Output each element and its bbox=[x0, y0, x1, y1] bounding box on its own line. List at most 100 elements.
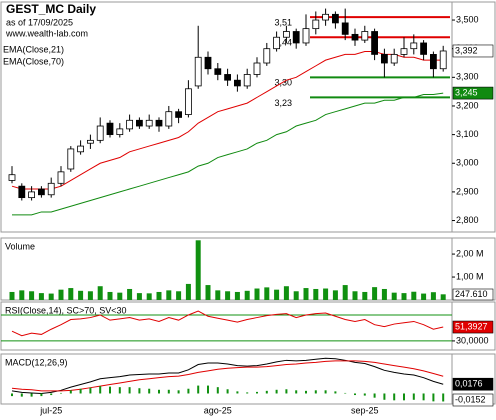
y-tick-label: 2,800 bbox=[456, 215, 479, 225]
candle-body bbox=[253, 62, 261, 75]
volume-bar bbox=[225, 291, 231, 300]
value-label: 51,3927 bbox=[455, 321, 488, 331]
histogram-bar bbox=[285, 389, 288, 394]
axis-frame bbox=[451, 301, 496, 351]
candle-body bbox=[322, 13, 330, 21]
candle-body bbox=[184, 88, 192, 115]
histogram-bar bbox=[148, 388, 151, 394]
x-tick-label: jul-25 bbox=[39, 405, 62, 415]
volume-bar bbox=[421, 293, 427, 300]
histogram-bar bbox=[20, 393, 23, 397]
candle-body bbox=[214, 68, 222, 75]
volume-bar bbox=[342, 285, 348, 300]
histogram-bar bbox=[246, 392, 249, 394]
candle-body bbox=[87, 139, 94, 144]
candle-body bbox=[341, 22, 349, 35]
histogram-bar bbox=[305, 390, 307, 394]
y-tick-label: 3,500 bbox=[456, 14, 479, 24]
volume-bar bbox=[136, 293, 142, 300]
volume-bar bbox=[58, 289, 64, 300]
candle-body bbox=[116, 128, 124, 136]
volume-bar bbox=[38, 293, 44, 300]
volume-bar bbox=[401, 293, 407, 300]
histogram-bar bbox=[256, 391, 258, 394]
x-tick-label: sep-25 bbox=[351, 405, 379, 415]
volume-bar bbox=[303, 288, 309, 300]
y-tick-label: 3,200 bbox=[456, 100, 479, 110]
candle-body bbox=[18, 185, 26, 199]
histogram-bar bbox=[442, 393, 445, 402]
legend-label: EMA(Close,21) bbox=[3, 44, 64, 54]
y-tick-label: 30,0000 bbox=[456, 335, 489, 345]
axis-frame bbox=[451, 1, 496, 233]
volume-bar bbox=[381, 288, 387, 300]
candle-body bbox=[302, 28, 310, 44]
volume-bar bbox=[29, 291, 35, 300]
candle-body bbox=[292, 31, 300, 44]
y-tick-label: 2,900 bbox=[456, 186, 479, 196]
x-tick-label: ago-25 bbox=[204, 405, 232, 415]
histogram-bar bbox=[11, 393, 13, 397]
candle-body bbox=[155, 119, 163, 127]
candle-body bbox=[38, 188, 45, 196]
volume-bar bbox=[215, 290, 221, 300]
volume-bar bbox=[332, 290, 338, 300]
candle-body bbox=[194, 56, 202, 87]
candle-body bbox=[282, 31, 290, 38]
volume-bar bbox=[185, 283, 191, 300]
histogram-bar bbox=[354, 393, 356, 396]
value-label: 3,392 bbox=[455, 45, 478, 55]
volume-bar bbox=[78, 290, 84, 300]
histogram-bar bbox=[89, 387, 92, 394]
candle-body bbox=[380, 54, 388, 64]
candle-body bbox=[77, 145, 84, 153]
candle-body bbox=[233, 79, 241, 87]
y-tick-label: 3,100 bbox=[456, 129, 479, 139]
candle-body bbox=[243, 74, 251, 87]
line bbox=[11, 360, 444, 392]
candle-body bbox=[429, 54, 437, 70]
candle-body bbox=[410, 42, 418, 50]
volume-bar bbox=[293, 291, 299, 300]
level-label: 3,23 bbox=[274, 98, 292, 108]
candle-body bbox=[57, 171, 65, 184]
candle-body bbox=[331, 13, 339, 24]
line bbox=[12, 92, 444, 216]
histogram-bar bbox=[383, 393, 386, 400]
volume-bar bbox=[323, 288, 329, 300]
volume-bar bbox=[411, 291, 417, 300]
volume-bar bbox=[372, 287, 378, 300]
candle-body bbox=[135, 119, 143, 127]
histogram-bar bbox=[275, 389, 278, 394]
histogram-bar bbox=[158, 389, 160, 394]
candle-body bbox=[312, 19, 320, 30]
histogram-bar bbox=[128, 387, 131, 394]
volume-bar bbox=[234, 291, 240, 300]
histogram-bar bbox=[177, 390, 180, 394]
volume-bar bbox=[362, 291, 368, 300]
level-label: 3,30 bbox=[274, 78, 292, 88]
histogram-bar bbox=[412, 393, 415, 400]
histogram-bar bbox=[324, 390, 327, 394]
candle-body bbox=[126, 119, 133, 130]
candle-body bbox=[224, 74, 232, 81]
panel-title: MACD(12,26,9) bbox=[5, 357, 68, 367]
volume-bar bbox=[195, 240, 201, 300]
y-tick-label: 3,300 bbox=[456, 72, 479, 82]
volume-bar bbox=[244, 290, 250, 300]
histogram-bar bbox=[79, 388, 82, 394]
volume-bar bbox=[274, 289, 280, 300]
histogram-bar bbox=[99, 386, 102, 394]
candle-body bbox=[106, 122, 114, 136]
value-marker bbox=[452, 288, 494, 301]
histogram-bar bbox=[30, 393, 33, 397]
volume-bar bbox=[176, 291, 182, 300]
volume-bar bbox=[127, 288, 133, 300]
histogram-bar bbox=[118, 387, 121, 394]
volume-bar bbox=[313, 288, 319, 300]
value-marker bbox=[452, 320, 494, 334]
histogram-bar bbox=[422, 393, 425, 401]
histogram-bar bbox=[69, 390, 72, 394]
histogram-bar bbox=[197, 385, 200, 394]
